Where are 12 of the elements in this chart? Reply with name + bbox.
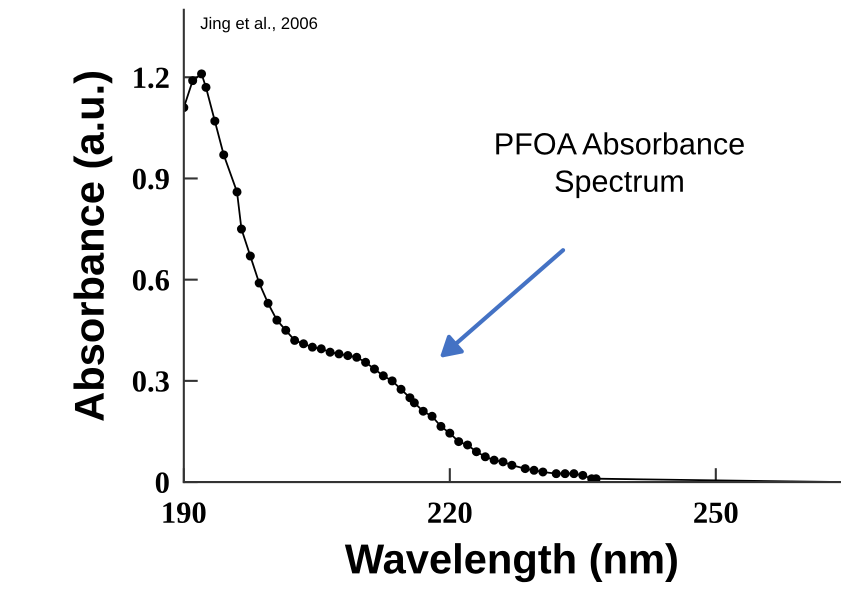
annotation: PFOA Absorbance Spectrum	[496, 132, 744, 198]
y-tick-label: 0.3	[132, 371, 169, 392]
x-tick-label: 220	[428, 502, 472, 524]
x-axis-title: Wavelength (nm)	[344, 543, 677, 582]
y-axis-title: Absorbance (a.u.)	[73, 72, 112, 421]
annotation: Jing et al., 2006	[200, 16, 318, 32]
x-tick-label: 250	[694, 502, 738, 524]
y-tick-label: 0.9	[132, 168, 169, 190]
y-tick-label: 1.2	[134, 68, 169, 88]
x-tick-label: 190	[163, 502, 206, 524]
y-tick-label: 0.6	[132, 270, 170, 291]
y-tick-label: 0	[156, 472, 169, 493]
